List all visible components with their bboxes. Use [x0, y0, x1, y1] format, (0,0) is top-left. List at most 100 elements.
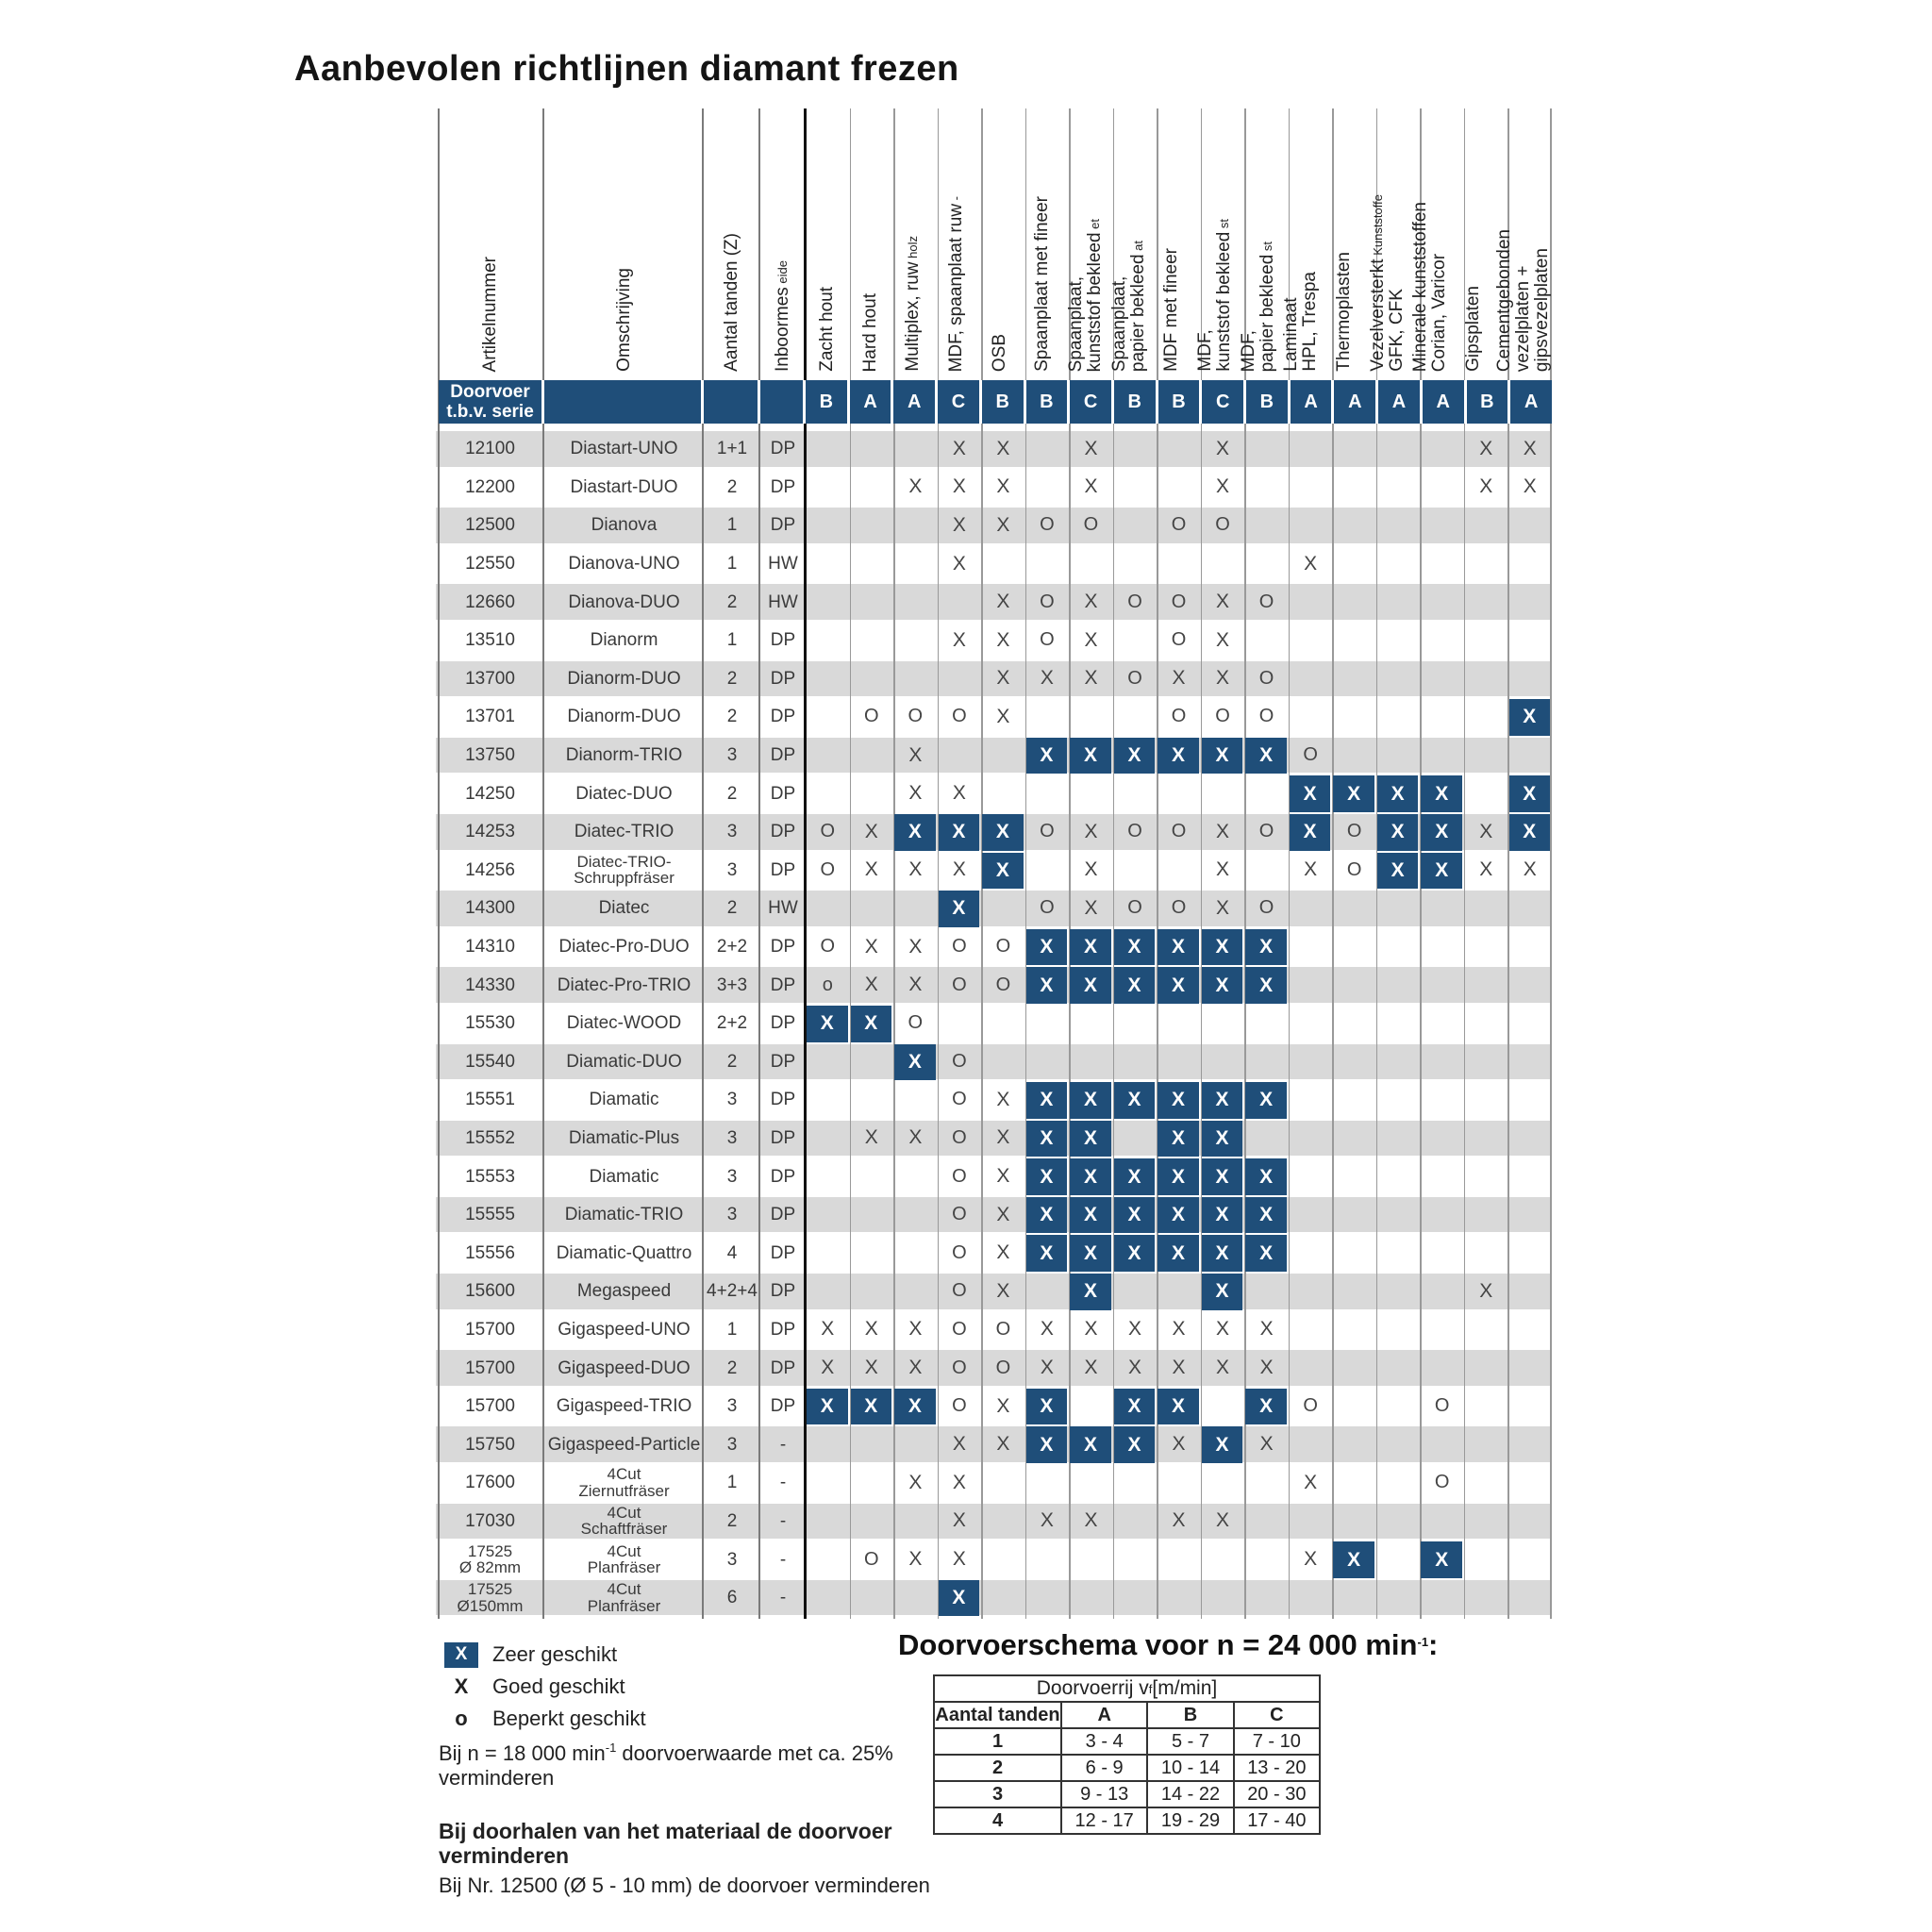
matrix-cell	[1508, 1158, 1553, 1194]
matrix-cell: X	[1244, 1312, 1289, 1348]
matrix-cell	[1376, 1389, 1421, 1424]
matrix-cell: X	[1113, 1312, 1158, 1348]
matrix-cell: X	[1201, 1120, 1245, 1158]
matrix-cell	[1113, 546, 1158, 582]
matrix-cell	[1420, 623, 1464, 658]
matrix-cell: X	[981, 508, 1025, 543]
matrix-cell: X	[1069, 891, 1113, 926]
marker-good: X	[908, 475, 923, 498]
table-row: 12100 Diastart-UNO 1+1 DP X X X X X X	[436, 431, 1552, 467]
artikelnummer-cell: 12200	[465, 476, 515, 497]
table-row: 13700 Dianorm-DUO 2 DP X X X O X X O	[436, 660, 1552, 697]
matrix-cell: o	[806, 967, 850, 1003]
marker-best: X	[938, 813, 980, 851]
omschrijving-cell: Megaspeed	[576, 1281, 672, 1302]
matrix-cell: X	[1289, 813, 1333, 851]
marker-good: X	[996, 1394, 1010, 1417]
inboormes-cell: -	[779, 1549, 787, 1570]
matrix-cell	[1376, 1197, 1421, 1233]
material-column-header: MDF, papier bekleed st	[1237, 108, 1280, 380]
matrix-cell: X	[1113, 928, 1158, 966]
matrix-cell	[981, 546, 1025, 582]
matrix-cell	[1025, 1465, 1070, 1501]
column-label: Thermoplasten	[1334, 252, 1355, 372]
doorvoer-letter: A	[893, 380, 939, 424]
matrix-cell	[1113, 853, 1158, 889]
matrix-cell: X	[850, 929, 894, 965]
table-row: 15553 Diamatic 3 DP O X X X X X X X	[436, 1158, 1553, 1195]
matrix-cell	[1289, 1274, 1333, 1309]
inboormes-cell: DP	[770, 1205, 796, 1225]
marker-best: X	[1070, 928, 1111, 966]
marker-best: X	[1508, 699, 1551, 736]
matrix-cell	[1420, 1580, 1464, 1616]
matrix-cell: O	[1157, 699, 1201, 735]
matrix-cell: O	[938, 1044, 982, 1080]
matrix-cell	[1508, 508, 1553, 543]
matrix-cell: X	[893, 1388, 938, 1425]
inboormes-cell: -	[779, 1434, 787, 1455]
marker-limited: O	[995, 1357, 1011, 1378]
matrix-cell: O	[1289, 738, 1333, 774]
matrix-cell: X	[938, 508, 982, 543]
matrix-cell: X	[1113, 1350, 1158, 1386]
material-column-header: Multiplex, ruw holz	[891, 108, 935, 380]
marker-limited: O	[1258, 706, 1274, 727]
marker-limited: O	[1171, 706, 1187, 727]
marker-limited: O	[1083, 514, 1099, 536]
column-header-artikelnummer: Artikelnummer	[436, 108, 544, 380]
matrix-cell: X	[893, 1465, 938, 1501]
marker-good: X	[1216, 820, 1230, 842]
matrix-cell	[806, 1426, 850, 1462]
marker-good: X	[1216, 437, 1230, 459]
marker-limited: O	[1040, 821, 1055, 842]
marker-good: X	[952, 628, 966, 651]
artikelnummer-cell: 15600	[465, 1281, 515, 1302]
matrix-cell	[1332, 1504, 1376, 1540]
marker-limited: O	[1303, 1395, 1318, 1417]
marker-limited: O	[1127, 821, 1142, 842]
material-column-header: Hard hout	[849, 108, 892, 380]
matrix-cell	[1113, 470, 1158, 506]
matrix-cell	[1244, 1006, 1289, 1041]
schema-row: 2 6 - 9 10 - 14 13 - 20	[935, 1754, 1319, 1780]
artikelnummer-cell: 15700	[465, 1319, 515, 1340]
matrix-cell: X	[1025, 928, 1070, 966]
table-row: 12200 Diastart-DUO 2 DP X X X X X X X	[436, 470, 1552, 506]
schema-title: Doorvoerschema voor n = 24 000 min-1:	[898, 1628, 1439, 1661]
aantal-tanden-cell: 6	[726, 1588, 738, 1608]
omschrijving-cell: Gigaspeed-UNO	[558, 1319, 691, 1340]
marker-limited: O	[952, 1318, 967, 1340]
matrix-cell	[1201, 1389, 1245, 1424]
matrix-cell: X	[1420, 813, 1464, 851]
artikelnummer-cell: 15551	[465, 1090, 515, 1110]
marker-best: X	[1201, 1196, 1243, 1234]
matrix-cell	[1113, 1006, 1158, 1041]
marker-good: X	[1479, 437, 1493, 459]
matrix-cell: X	[1508, 853, 1553, 889]
matrix-cell	[1025, 431, 1070, 467]
marker-good: X	[1084, 1318, 1098, 1341]
matrix-cell: O	[1025, 814, 1070, 850]
marker-best: X	[894, 1043, 936, 1081]
matrix-cell	[1376, 1504, 1421, 1540]
matrix-cell	[1508, 1235, 1553, 1271]
marker-best: X	[1113, 928, 1156, 966]
matrix-cell	[1464, 1504, 1508, 1540]
matrix-cell	[1025, 546, 1070, 582]
legend-item: o Beperkt geschikt	[443, 1703, 645, 1735]
doorvoer-letter: C	[938, 380, 982, 424]
matrix-cell	[850, 623, 894, 658]
matrix-cell: X	[1201, 891, 1245, 926]
aantal-tanden-cell: 1+1	[716, 439, 748, 459]
aantal-tanden-cell: 2	[726, 591, 738, 612]
inboormes-cell: DP	[770, 707, 796, 727]
omschrijving-cell: 4Cut Planfräser	[587, 1580, 661, 1615]
matrix-cell: X	[1201, 853, 1245, 889]
matrix-cell	[1157, 1465, 1201, 1501]
matrix-cell	[1025, 1044, 1070, 1080]
matrix-cell	[1069, 1541, 1113, 1577]
matrix-cell	[1069, 546, 1113, 582]
